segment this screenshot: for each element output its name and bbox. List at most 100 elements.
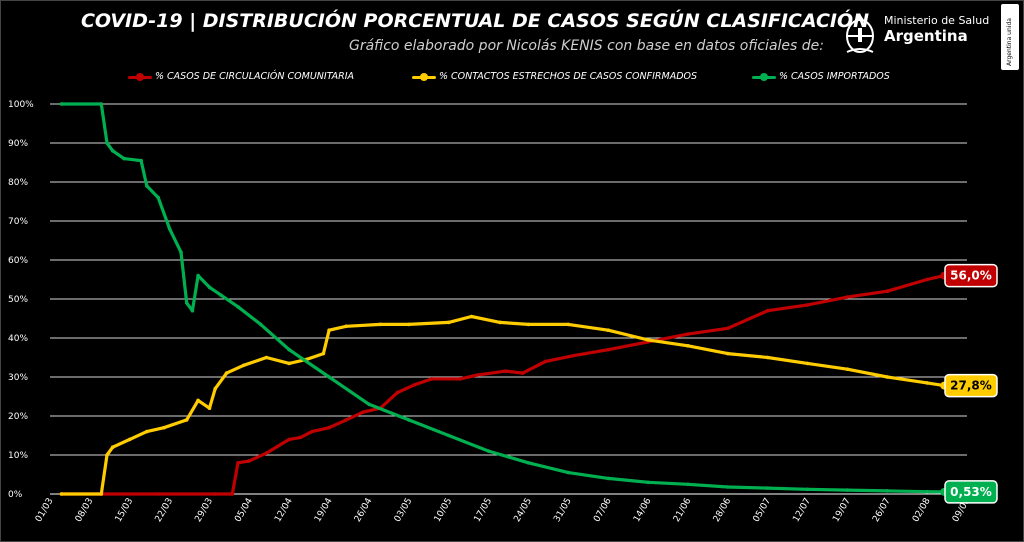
data-point: [344, 324, 349, 329]
data-point: [486, 449, 491, 453]
x-tick-label: 26/04: [353, 496, 375, 524]
data-point: [196, 273, 200, 278]
y-tick-label: 60%: [8, 256, 28, 266]
data-point: [367, 402, 371, 407]
data-point: [224, 371, 229, 375]
data-point: [207, 406, 212, 411]
data-point: [845, 488, 850, 492]
y-tick-label: 0%: [8, 490, 23, 500]
x-tick-label: 12/07: [791, 497, 813, 524]
series-line: [59, 314, 946, 496]
coat-of-arms-icon: [846, 14, 874, 53]
x-tick-label: 26/07: [871, 497, 893, 524]
legend-label-imported: % CASOS IMPORTADOS: [779, 71, 890, 82]
data-point: [686, 482, 690, 487]
data-point: [327, 425, 331, 430]
data-point: [287, 347, 292, 352]
legend-marker-imported: [760, 73, 768, 81]
data-point: [446, 320, 451, 325]
data-point: [264, 355, 269, 360]
end-labels: 56,0% 27,8% 0,53%: [940, 263, 998, 504]
end-label-box: [944, 263, 998, 288]
data-point: [236, 461, 240, 465]
data-point: [110, 149, 115, 153]
y-tick-label: 50%: [8, 295, 28, 305]
data-point: [264, 451, 269, 455]
x-tick-label: 19/04: [313, 496, 335, 524]
data-point: [845, 367, 850, 372]
x-tick-label: 22/03: [154, 497, 176, 524]
data-point: [407, 322, 411, 327]
data-point: [344, 418, 349, 422]
data-point: [925, 277, 929, 282]
y-axis-ticks: 0% 10% 20% 30% 40% 50% 60% 70% 80% 90% 100%: [8, 100, 34, 500]
data-point: [572, 353, 576, 358]
data-point: [321, 351, 326, 356]
x-tick-label: 10/05: [433, 497, 455, 524]
x-tick-label: 24/05: [512, 497, 534, 524]
data-point: [327, 375, 331, 379]
y-tick-label: 80%: [8, 178, 28, 188]
y-tick-label: 30%: [8, 373, 28, 383]
data-point: [475, 373, 480, 377]
data-point: [99, 102, 104, 106]
data-point: [196, 398, 200, 403]
data-point: [378, 322, 383, 327]
data-point: [395, 390, 400, 395]
data-point: [110, 445, 115, 450]
data-point: [361, 410, 366, 414]
data-point: [543, 359, 548, 364]
data-point: [298, 435, 303, 440]
data-point: [498, 320, 502, 325]
data-point: [805, 303, 810, 307]
data-point: [236, 305, 240, 309]
x-tick-label: 12/04: [273, 496, 295, 524]
data-point: [139, 158, 143, 163]
data-point: [885, 375, 890, 379]
data-point: [241, 363, 246, 368]
data-point: [606, 347, 610, 352]
data-point: [686, 332, 690, 336]
x-tick-label: 03/05: [393, 497, 415, 524]
data-point: [156, 195, 160, 200]
data-point: [184, 301, 189, 305]
data-point: [99, 492, 104, 496]
data-point: [207, 285, 212, 290]
data-point: [213, 492, 217, 496]
data-point: [327, 328, 331, 333]
y-tick-label: 90%: [8, 139, 28, 149]
y-tick-label: 20%: [8, 412, 28, 422]
data-point: [156, 492, 160, 496]
x-tick-label: 28/06: [712, 496, 734, 524]
x-tick-label: 05/04: [233, 496, 255, 524]
series-line: [59, 102, 946, 494]
data-point: [845, 295, 850, 299]
x-tick-label: 02/08: [911, 496, 933, 524]
data-point: [190, 308, 195, 313]
data-point: [122, 156, 126, 161]
data-point: [287, 361, 292, 366]
data-point: [184, 418, 189, 422]
legend-marker-contacts: [420, 73, 428, 81]
logo-country-text: Argentina: [884, 27, 968, 45]
legend-label-contacts: % CONTACTOS ESTRECHOS DE CASOS CONFIRMAD…: [439, 71, 698, 82]
data-point: [726, 485, 730, 489]
data-point: [765, 308, 770, 313]
y-tick-label: 100%: [8, 100, 34, 110]
data-point: [885, 289, 890, 294]
data-point: [179, 250, 183, 254]
data-point: [230, 492, 235, 496]
y-tick-label: 40%: [8, 334, 28, 344]
end-label-box: [944, 373, 998, 398]
x-tick-label: 21/06: [672, 496, 694, 524]
data-point: [412, 383, 417, 387]
end-label: 56,0%: [950, 269, 992, 283]
data-point: [145, 184, 149, 188]
data-point: [287, 437, 292, 442]
data-point: [219, 293, 223, 297]
data-point: [606, 328, 610, 333]
data-point: [429, 377, 434, 381]
data-point: [162, 425, 166, 430]
